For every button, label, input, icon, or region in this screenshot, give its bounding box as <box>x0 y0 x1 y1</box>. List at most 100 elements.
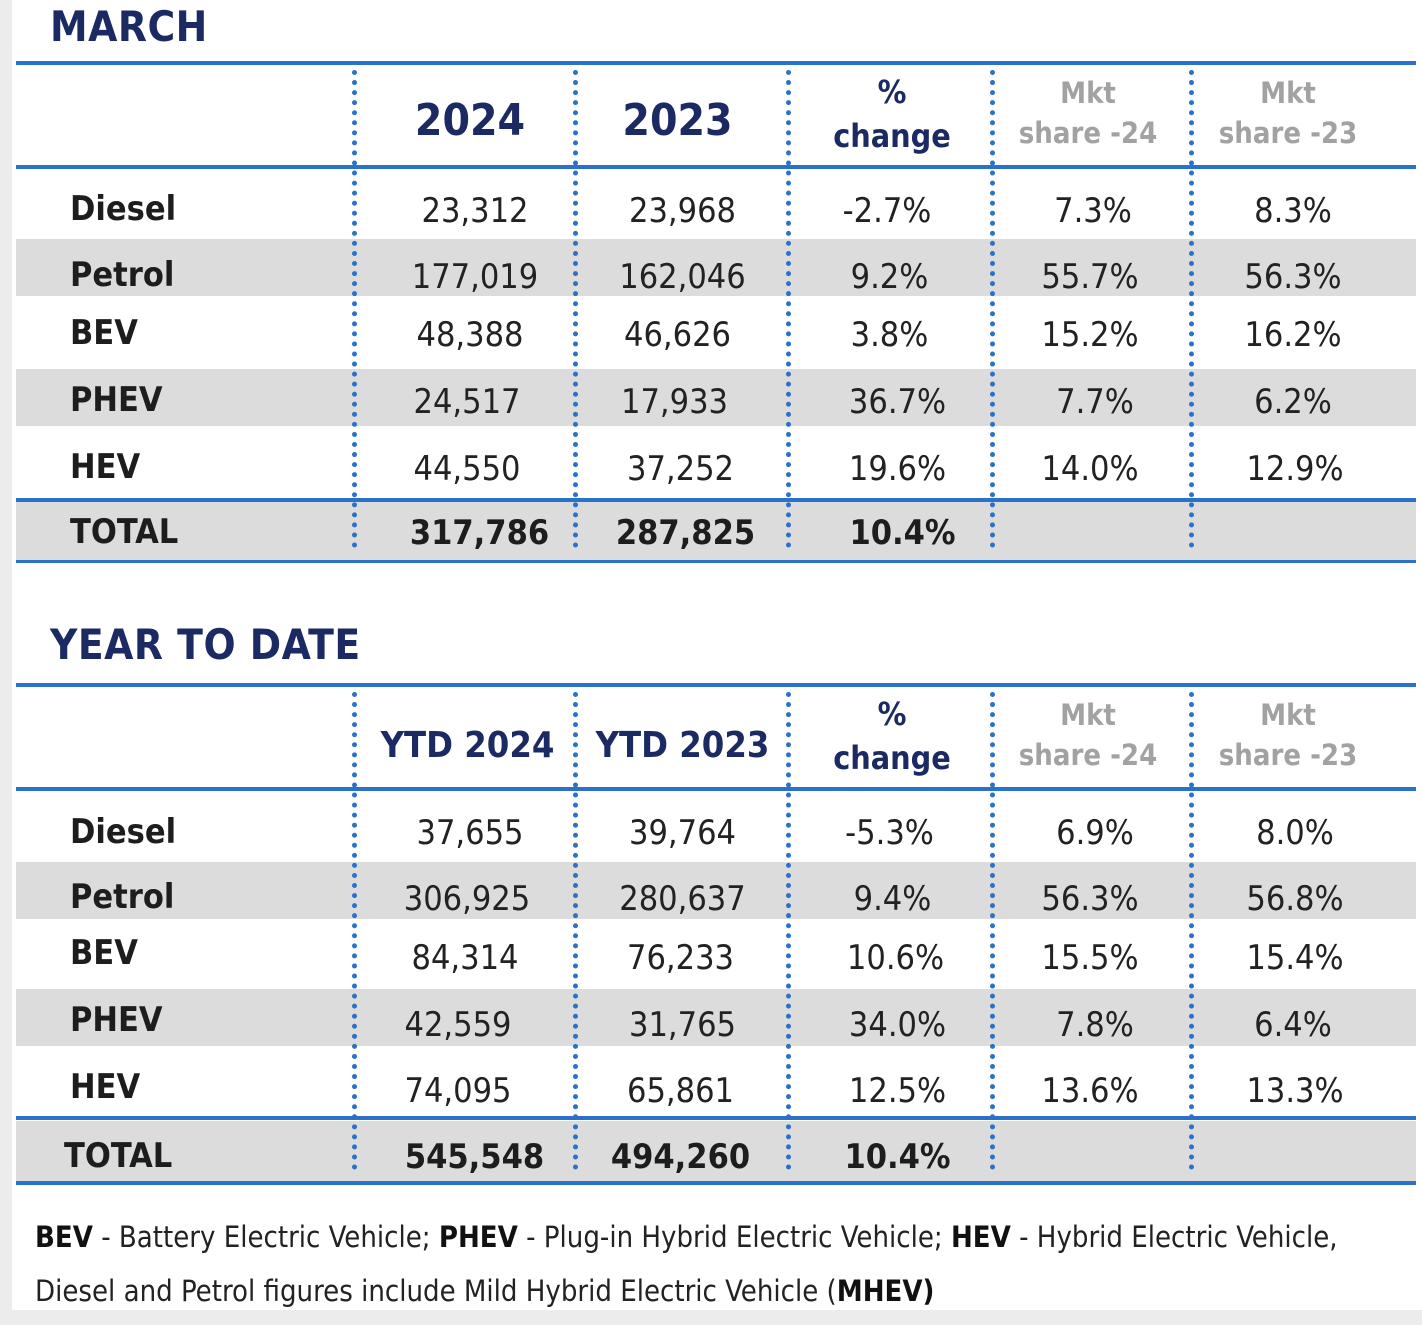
footnote: BEV - Battery Electric Vehicle; PHEV - P… <box>35 1210 1405 1318</box>
header-rule <box>16 787 1416 791</box>
value-mkt-share-23: 12.9% <box>1246 449 1344 489</box>
share-label: share -24 <box>1018 116 1158 150</box>
column-separator <box>990 70 995 548</box>
total-change: 10.4% <box>844 1137 951 1177</box>
value-change: 36.7% <box>848 382 947 422</box>
mkt-label: Mkt <box>1060 76 1116 110</box>
column-separator <box>990 692 995 1170</box>
column-separator <box>786 692 791 1170</box>
change-percent-symbol: % <box>877 695 907 733</box>
total-row-label: TOTAL <box>70 512 179 552</box>
value-mkt-share-24: 13.6% <box>1041 1071 1139 1111</box>
abbr-mhev: MHEV) <box>836 1274 935 1308</box>
mkt-label: Mkt <box>1060 698 1116 732</box>
value-2023: 162,046 <box>619 257 746 297</box>
value-ytd-2023: 76,233 <box>627 938 734 978</box>
column-separator <box>1189 70 1194 548</box>
def-bev: - Battery Electric Vehicle; <box>92 1220 439 1254</box>
share-label: share -23 <box>1218 116 1358 150</box>
row-label: Diesel <box>70 812 177 852</box>
col-header-ytd-2024: YTD 2024 <box>380 725 555 766</box>
column-separator <box>786 70 791 548</box>
footnote-line-1: BEV - Battery Electric Vehicle; PHEV - P… <box>35 1210 1405 1264</box>
row-label: HEV <box>70 1067 141 1107</box>
value-2024: 48,388 <box>416 315 524 355</box>
share-label: share -24 <box>1018 738 1158 772</box>
value-ytd-2023: 65,861 <box>627 1071 734 1111</box>
value-mkt-share-24: 15.5% <box>1041 938 1139 978</box>
value-mkt-share-24: 56.3% <box>1041 879 1139 919</box>
value-2023: 46,626 <box>624 315 731 355</box>
col-header-mkt-share-23: Mkt share -23 <box>1192 73 1384 153</box>
table-bottom-rule <box>16 1181 1416 1185</box>
value-change: 3.8% <box>850 315 929 355</box>
table-bottom-rule <box>16 560 1416 563</box>
value-ytd-2024: 84,314 <box>411 938 519 978</box>
value-mkt-share-23: 6.2% <box>1254 382 1332 422</box>
row-label: PHEV <box>70 380 163 420</box>
value-ytd-2024: 74,095 <box>404 1071 512 1111</box>
col-header-2024: 2024 <box>414 95 526 146</box>
abbr-phev: PHEV <box>438 1220 518 1254</box>
mkt-label: Mkt <box>1260 698 1316 732</box>
value-ytd-2024: 306,925 <box>403 879 531 919</box>
march-section-title: MARCH <box>50 2 208 51</box>
value-ytd-2023: 31,765 <box>629 1005 736 1045</box>
value-ytd-2024: 42,559 <box>404 1005 512 1045</box>
value-mkt-share-24: 15.2% <box>1041 315 1139 355</box>
value-change: -2.7% <box>842 191 932 231</box>
table-top-rule <box>16 61 1416 65</box>
footnote-line-2: Diesel and Petrol figures include Mild H… <box>35 1264 1405 1318</box>
row-label: HEV <box>70 447 141 487</box>
value-change: 19.6% <box>848 449 947 489</box>
def-hev: - Hybrid Electric Vehicle, <box>1010 1220 1338 1254</box>
value-ytd-2023: 39,764 <box>629 813 736 853</box>
row-label: PHEV <box>70 1000 163 1040</box>
value-mkt-share-23: 8.3% <box>1254 191 1332 231</box>
value-change: 34.0% <box>848 1005 947 1045</box>
col-header-change: % change <box>792 692 992 780</box>
total-2024: 317,786 <box>409 513 550 553</box>
def-phev: - Plug-in Hybrid Electric Vehicle; <box>517 1220 951 1254</box>
value-mkt-share-24: 7.3% <box>1054 191 1132 231</box>
value-ytd-2023: 280,637 <box>619 879 746 919</box>
total-row-band <box>16 501 1416 560</box>
total-row-label: TOTAL <box>64 1136 173 1176</box>
value-mkt-share-23: 13.3% <box>1246 1071 1344 1111</box>
value-mkt-share-24: 7.8% <box>1056 1005 1134 1045</box>
value-2023: 37,252 <box>627 449 734 489</box>
change-percent-symbol: % <box>877 73 907 111</box>
ytd-section-title: YEAR TO DATE <box>50 620 361 669</box>
content-panel <box>12 0 1422 1310</box>
change-label: change <box>833 117 951 155</box>
row-band <box>16 239 1416 296</box>
value-2024: 177,019 <box>411 257 539 297</box>
value-mkt-share-23: 8.0% <box>1256 813 1334 853</box>
header-rule <box>16 165 1416 169</box>
col-header-change: % change <box>792 70 992 158</box>
col-header-2023: 2023 <box>622 95 733 146</box>
value-mkt-share-23: 6.4% <box>1254 1005 1332 1045</box>
value-mkt-share-24: 7.7% <box>1056 382 1134 422</box>
total-ytd-2023: 494,260 <box>610 1137 751 1177</box>
abbr-bev: BEV <box>35 1220 93 1254</box>
value-change: 9.4% <box>853 879 932 919</box>
share-label: share -23 <box>1218 738 1358 772</box>
value-ytd-2024: 37,655 <box>416 813 524 853</box>
col-header-mkt-share-23: Mkt share -23 <box>1192 695 1384 775</box>
col-header-mkt-share-24: Mkt share -24 <box>992 73 1184 153</box>
row-label: Diesel <box>70 189 177 229</box>
value-mkt-share-23: 56.3% <box>1244 257 1342 297</box>
column-separator <box>573 70 578 548</box>
row-label: Petrol <box>70 255 175 295</box>
row-label: BEV <box>70 313 138 353</box>
value-mkt-share-23: 15.4% <box>1246 938 1344 978</box>
row-label: BEV <box>70 933 138 973</box>
value-change: 10.6% <box>846 938 945 978</box>
mkt-label: Mkt <box>1260 76 1316 110</box>
table-top-rule <box>16 683 1416 687</box>
column-separator <box>1189 692 1194 1170</box>
change-label: change <box>833 739 951 777</box>
row-label: Petrol <box>70 877 175 917</box>
